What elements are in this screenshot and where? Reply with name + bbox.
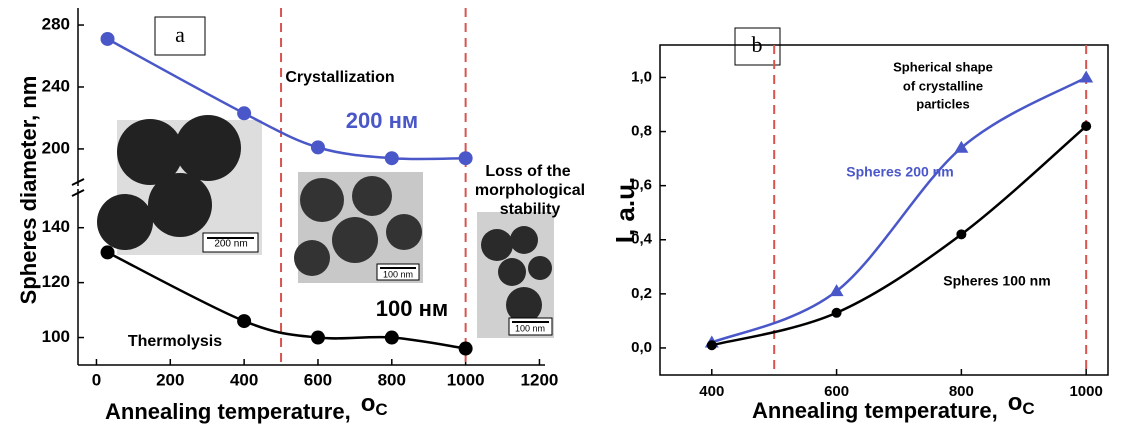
annotation: of crystalline [903,78,983,93]
x-axis-label-text: Annealing temperature, [105,399,351,424]
annotation: morphological [475,182,585,199]
axis-break [71,189,85,197]
x-tick-label: 600 [824,383,849,400]
y-tick-label: 0,2 [631,285,652,302]
x-tick-label: 1000 [447,370,485,389]
marker [831,307,842,318]
x-tick-label: 1200 [521,370,559,389]
tem-inset [97,115,262,255]
tem-inset [294,172,423,283]
y-tick-label: 140 [42,217,70,236]
x-tick-label: 1000 [1069,383,1102,400]
y-tick-label: 280 [42,15,70,34]
x-tick-label: 600 [304,370,332,389]
series-label: Spheres 200 nm [846,164,953,180]
marker [956,229,967,240]
y-tick-label: 240 [42,76,70,95]
x-tick-label: 400 [699,383,724,400]
y-tick-label: 120 [42,272,70,291]
y-tick-label: 0,6 [631,177,652,194]
series-line [106,37,466,161]
y-tick-label: 0,0 [631,339,652,356]
series-label: 200 нм [346,108,418,133]
panel-label: a [175,22,185,47]
x-tick-label: 800 [378,370,406,389]
marker [706,340,717,351]
marker [458,151,473,166]
annotation: Crystallization [285,69,394,86]
x-tick-label: 200 [156,370,184,389]
series-label: Spheres 100 nm [943,273,1050,289]
annotation: stability [500,201,561,218]
y-axis-label: Spheres diameter, nm [16,76,41,305]
scale-bar-label: 200 nm [214,239,247,250]
series-line [711,125,1087,347]
unit: C [1022,399,1034,418]
series-label: 100 нм [376,296,448,321]
marker [458,341,473,356]
marker [384,151,399,166]
marker [1079,70,1094,83]
marker [954,140,969,153]
annotation: Loss of the [485,163,570,180]
annotation: Spherical shape [893,59,993,74]
marker [1081,121,1092,132]
degree: o [1008,389,1023,416]
tem-inset [477,212,554,338]
annotation: particles [916,96,969,111]
unit: C [375,400,387,419]
series-line [106,251,466,350]
marker [829,284,844,297]
scale-bar-label: 100 nm [515,323,545,333]
x-tick-label: 0 [92,370,101,389]
marker [237,314,252,329]
y-tick-label: 100 [42,327,70,346]
y-tick-label: 0,4 [631,231,653,248]
marker [100,31,115,46]
marker [310,140,325,155]
panel-label-box [154,16,206,56]
y-tick-label: 200 [42,138,70,157]
axis-break [71,178,85,186]
marker [100,245,115,260]
y-axis-label: I, a.u. [610,177,640,243]
scale-bar-label: 100 nm [383,269,413,279]
degree: o [361,390,376,417]
x-axis-label-text: Annealing temperature, [752,398,998,423]
plot-frame [659,44,1109,376]
marker [384,330,399,345]
annotation: Thermolysis [128,333,222,350]
y-tick-label: 1,0 [631,68,652,85]
series-line [711,76,1087,344]
marker [237,106,252,121]
x-tick-label: 400 [230,370,258,389]
panel-label-box [734,27,781,66]
marker [310,330,325,345]
x-axis-label: Annealing temperature, oC [105,390,388,423]
y-tick-label: 0,8 [631,123,652,140]
x-tick-label: 800 [949,383,974,400]
x-axis-label: Annealing temperature, oC [752,389,1035,422]
